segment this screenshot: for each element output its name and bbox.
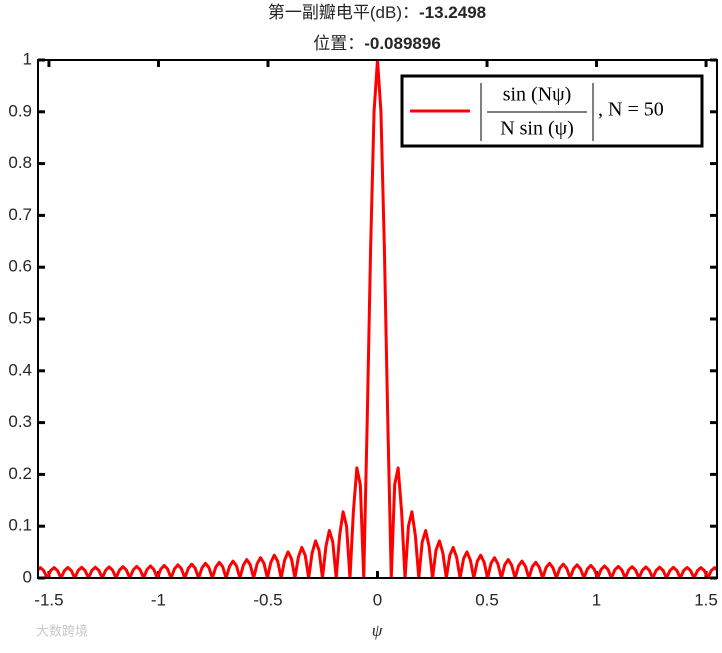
x-tick-label: -0.5 [253,590,282,609]
y-tick-label: 0.4 [8,360,32,379]
x-tick-label: -1.5 [34,590,63,609]
legend-numerator: sin (Nψ) [503,84,572,106]
y-tick-label: 0.5 [8,308,32,327]
y-tick-label: 0.3 [8,412,32,431]
y-tick-label: 0.9 [8,101,32,120]
axes-box [37,59,718,579]
x-tick-label: 1.5 [694,590,718,609]
x-tick-label: 1 [592,590,601,609]
title-value: -13.2498 [419,3,486,22]
y-tick-label: 0.8 [8,153,32,172]
y-tick-label: 0.6 [8,257,32,276]
ticks: 0 0.1 0.2 0.3 0.4 0.5 0.6 0.7 0.8 0.9 1 -1.5 -1 -0.5 0… [8,49,718,609]
y-tick-label: 0.2 [8,464,32,483]
legend-suffix: , N = 50 [598,99,664,121]
x-tick-label: 0 [373,590,382,609]
watermark: 大数跨境 [36,623,88,638]
y-tick-label: 0.1 [8,516,32,535]
legend-denominator: N sin (ψ) [500,118,574,140]
y-tick-label: 1 [23,49,32,68]
y-tick-label: 0.7 [8,205,32,224]
x-tick-label: 0.5 [475,590,499,609]
legend: sin (Nψ) N sin (ψ) , N = 50 [400,74,704,148]
title-label: 位置： [313,34,364,53]
title-line: 位置：-0.089896 [313,34,441,53]
x-axis-label: ψ [372,621,383,640]
title-value: -0.089896 [364,34,441,53]
line-series [38,60,717,578]
y-tick-label: 0 [23,567,32,586]
plot-area [38,60,717,578]
title-label: 第一副瓣电平(dB)： [268,3,419,22]
title-line: 第一副瓣电平(dB)：-13.2498 [268,3,486,22]
x-tick-label: -1 [151,590,166,609]
